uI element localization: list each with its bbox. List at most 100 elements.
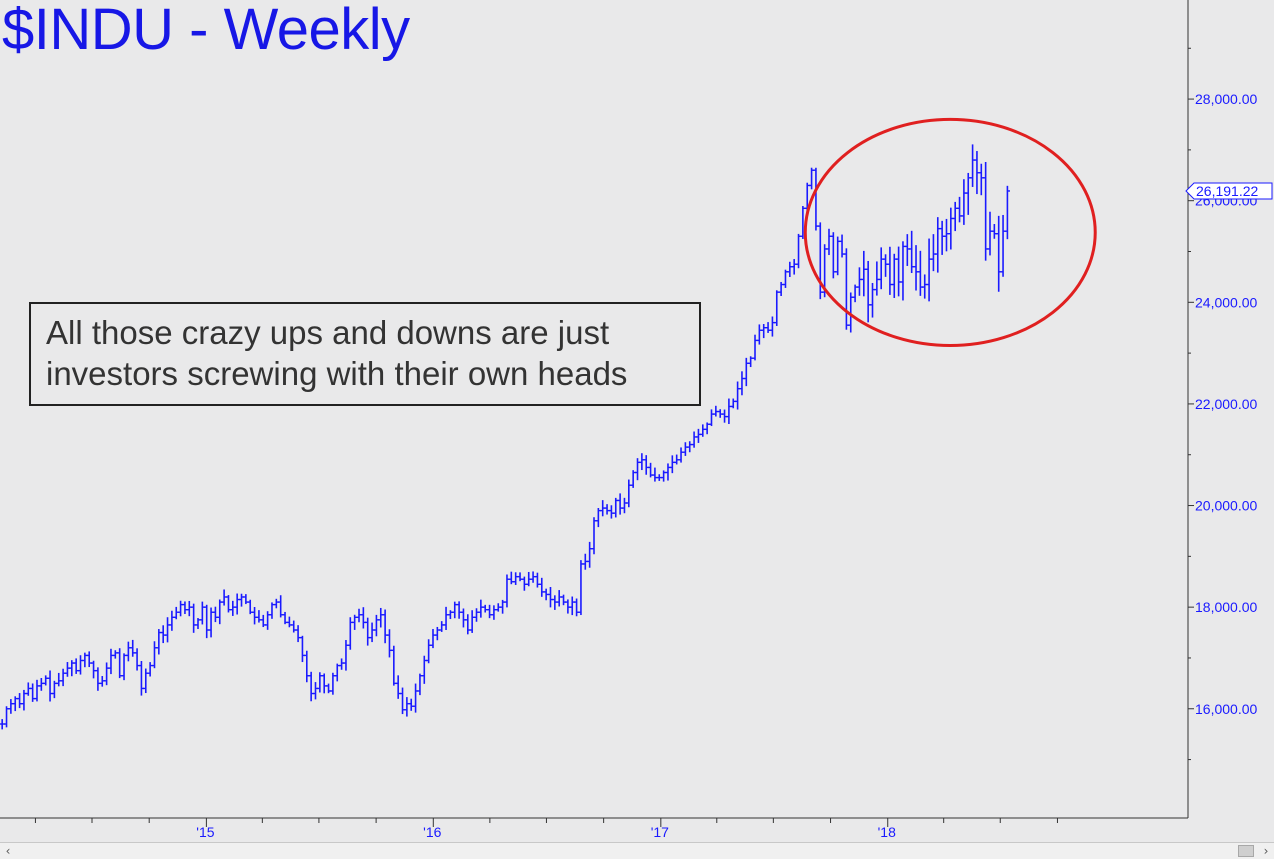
annotation-line-2: investors screwing with their own heads — [46, 355, 628, 392]
price-bar — [360, 607, 366, 629]
price-bar — [404, 697, 410, 717]
price-bar — [169, 610, 175, 631]
price-bar — [34, 679, 40, 702]
price-bar — [639, 453, 645, 471]
price-bar — [321, 673, 327, 694]
price-bar — [591, 517, 597, 555]
price-bar — [987, 211, 993, 256]
price-bar — [286, 616, 292, 628]
price-bar — [573, 598, 580, 617]
y-tick-label: 24,000.00 — [1195, 294, 1257, 310]
price-bar — [325, 683, 332, 694]
price-bar — [569, 596, 575, 616]
price-bar — [900, 241, 906, 301]
price-bar — [473, 608, 480, 622]
price-bar — [430, 628, 436, 649]
price-bar — [869, 282, 876, 318]
price-bar — [913, 245, 919, 291]
price-bar — [60, 668, 66, 687]
price-bar — [621, 497, 628, 514]
price-bar — [412, 683, 419, 713]
y-axis: 16,000.00 18,000.00 20,000.00 22,000.00 24,0… — [1187, 0, 1257, 818]
scrollbar-thumb[interactable] — [1238, 845, 1254, 857]
highlight-ellipse — [803, 117, 1097, 347]
price-bar — [426, 639, 432, 664]
price-bar — [978, 163, 984, 196]
price-bar — [251, 607, 258, 625]
price-bar — [560, 594, 567, 606]
price-bar — [339, 658, 345, 670]
price-bar — [312, 682, 319, 700]
highlight-layer — [803, 117, 1097, 347]
price-bar — [917, 250, 923, 296]
price-bar — [186, 600, 192, 617]
price-bar — [791, 259, 797, 275]
price-bar — [469, 610, 475, 633]
price-bar — [617, 493, 623, 515]
price-bar — [8, 699, 14, 714]
y-tick-label: 20,000.00 — [1195, 498, 1257, 514]
price-bar — [365, 617, 371, 646]
price-bar — [1004, 185, 1011, 240]
x-tick-label: '16 — [423, 824, 441, 840]
price-bar — [904, 234, 910, 266]
price-bar — [735, 381, 741, 410]
price-bar — [878, 247, 884, 290]
price-bar — [608, 505, 615, 519]
price-bar — [151, 641, 158, 669]
scroll-right-icon[interactable]: › — [1263, 844, 1269, 858]
price-bar — [769, 316, 776, 337]
price-bar — [652, 467, 658, 482]
price-bar — [199, 601, 205, 625]
price-bar — [417, 673, 423, 696]
price-bar — [16, 693, 23, 709]
price-bar — [378, 607, 384, 628]
y-tick-label: 28,000.00 — [1195, 91, 1257, 107]
price-bar — [756, 324, 762, 345]
price-bar — [478, 599, 484, 618]
price-bar — [669, 455, 675, 474]
price-series — [0, 144, 1011, 730]
price-bar — [896, 246, 902, 297]
price-bar — [739, 371, 745, 396]
price-bar — [761, 324, 767, 339]
price-bar — [460, 608, 467, 628]
price-bar — [373, 614, 380, 637]
price-bar — [486, 604, 493, 619]
price-bar — [234, 593, 240, 615]
x-tick-label: '18 — [878, 824, 896, 840]
price-bar — [726, 398, 732, 424]
price-bar — [578, 560, 584, 616]
x-tick-label: '17 — [651, 824, 669, 840]
price-bar — [147, 662, 153, 677]
price-bar — [774, 290, 780, 326]
price-bar — [90, 660, 97, 679]
price-bar — [856, 267, 863, 296]
price-bar — [956, 196, 963, 223]
horizontal-scrollbar[interactable]: ‹ › — [0, 842, 1274, 859]
price-bar — [874, 261, 880, 296]
price-bar — [695, 428, 702, 443]
price-bar — [983, 161, 989, 261]
price-bar — [443, 606, 449, 631]
price-bar — [173, 606, 179, 620]
price-bar — [482, 604, 488, 613]
price-bar — [948, 207, 954, 250]
price-bar — [47, 670, 53, 702]
x-tick-label: '15 — [196, 824, 214, 840]
price-bar — [491, 605, 497, 620]
price-bar — [386, 629, 393, 658]
price-bar — [73, 658, 79, 674]
price-bar — [212, 606, 219, 623]
price-bar — [56, 672, 62, 687]
price-bar — [304, 650, 310, 683]
price-bar — [556, 590, 562, 607]
price-bar — [382, 609, 388, 644]
price-bar — [808, 167, 815, 190]
scroll-left-icon[interactable]: ‹ — [5, 844, 11, 858]
price-bar — [882, 254, 889, 277]
price-bar — [795, 233, 802, 269]
price-bar — [238, 593, 245, 607]
price-bar — [230, 600, 236, 616]
